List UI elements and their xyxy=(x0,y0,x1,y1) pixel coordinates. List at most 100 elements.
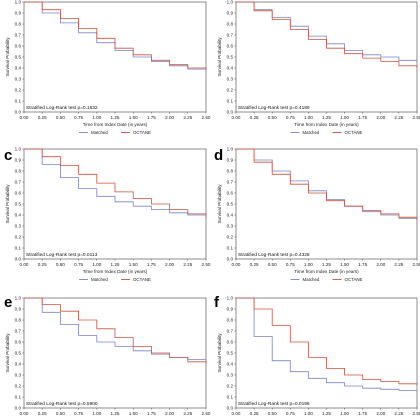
series-line-octane xyxy=(236,1,418,68)
x-tick-label: 0.25 xyxy=(250,411,259,416)
y-tick-label: 0.4 xyxy=(15,213,22,218)
series-line-octane xyxy=(236,297,418,386)
y-tick-label: 0.6 xyxy=(227,340,234,345)
y-tick-label: 0.1 xyxy=(227,395,234,400)
x-tick-label: 2.25 xyxy=(183,262,192,267)
y-tick-label: 0.0 xyxy=(15,257,22,262)
x-tick-label: 1.25 xyxy=(322,115,331,120)
y-tick-label: 0.8 xyxy=(227,22,234,27)
x-tick-label: 1.25 xyxy=(111,115,120,120)
y-tick-label: 0.4 xyxy=(227,213,234,218)
x-tick-label: 0.00 xyxy=(20,115,29,120)
x-tick-label: 2.25 xyxy=(183,115,192,120)
x-tick-label: 0.75 xyxy=(286,411,295,416)
x-tick-label: 0.50 xyxy=(56,262,65,267)
x-tick-label: 0.25 xyxy=(38,262,47,267)
legend-label: Matched xyxy=(91,130,108,135)
logrank-annotation: Stratified Log-Rank test p=0.4189 xyxy=(238,105,310,111)
x-tick-label: 2.00 xyxy=(165,262,174,267)
x-tick-label: 0.25 xyxy=(250,115,259,120)
plot-frame xyxy=(23,297,207,409)
legend-label: Matched xyxy=(303,130,320,135)
y-tick-label: 0.0 xyxy=(227,110,234,115)
y-tick-label: 0.5 xyxy=(227,202,234,207)
legend-label: OCTANE xyxy=(133,130,151,135)
panel-b: 0.00 0.25 0.50 0.75 1.00 1.25 1.50 1.75 2.00 2.25… xyxy=(217,0,420,135)
y-tick-label: 0.0 xyxy=(227,257,234,262)
y-tick-label: 0.2 xyxy=(15,88,22,93)
x-tick-label: 1.50 xyxy=(129,411,138,416)
y-tick-label: 0.1 xyxy=(227,99,234,104)
y-tick-label: 0.6 xyxy=(227,191,234,196)
y-axis-title: Survival Probability xyxy=(217,37,222,77)
y-axis-title: Survival Probability xyxy=(5,37,10,77)
y-tick-label: 0.8 xyxy=(227,318,234,323)
x-tick-label: 0.75 xyxy=(286,262,295,267)
y-tick-label: 1.0 xyxy=(15,0,22,5)
y-tick-label: 0.0 xyxy=(227,406,234,411)
y-tick-label: 0.8 xyxy=(227,169,234,174)
y-tick-label: 0.7 xyxy=(15,33,22,38)
y-tick-label: 0.4 xyxy=(15,362,22,367)
y-tick-label: 0.8 xyxy=(15,169,22,174)
series-line-octane xyxy=(24,1,207,71)
y-axis-title: Survival Probability xyxy=(5,333,10,373)
y-tick-label: 0.2 xyxy=(227,384,234,389)
y-tick-label: 1.0 xyxy=(15,147,22,152)
plot-frame xyxy=(23,1,207,113)
panel-letter: e xyxy=(4,294,12,311)
x-tick-label: 1.25 xyxy=(322,411,331,416)
x-tick-label: 1.50 xyxy=(340,411,349,416)
x-tick-label: 2.00 xyxy=(165,411,174,416)
y-tick-label: 0.2 xyxy=(227,235,234,240)
series-line-matched xyxy=(24,1,207,73)
panel-f: f 0.00 0.25 0.50 0.75 1.00 1.25 1.50 1.75 2.00 2.2… xyxy=(214,294,420,416)
y-tick-label: 0.7 xyxy=(227,33,234,38)
y-tick-label: 0.7 xyxy=(227,329,234,334)
x-tick-label: 1.00 xyxy=(304,262,313,267)
y-tick-label: 0.4 xyxy=(15,66,22,71)
legend-label: OCTANE xyxy=(345,277,363,282)
logrank-annotation: Stratified Log-Rank test p=0.5900 xyxy=(26,401,98,407)
y-axis-title: Survival Probability xyxy=(5,184,10,224)
y-tick-label: 0.6 xyxy=(15,340,22,345)
x-tick-label: 1.75 xyxy=(147,115,156,120)
x-tick-label: 0.25 xyxy=(250,262,259,267)
x-axis-title: Time from Index Date (in years) xyxy=(83,122,148,127)
logrank-annotation: Stratified Log-Rank test p=0.1532 xyxy=(26,105,98,111)
x-tick-label: 2.00 xyxy=(376,411,385,416)
x-tick-label: 0.50 xyxy=(56,411,65,416)
x-tick-label: 0.75 xyxy=(74,115,83,120)
series-line-matched xyxy=(24,148,207,219)
logrank-annotation: Stratified Log-Rank test p=0.4328 xyxy=(238,252,310,258)
y-tick-label: 0.3 xyxy=(15,224,22,229)
series-line-matched xyxy=(236,297,418,392)
x-tick-label: 2.50 xyxy=(413,115,420,120)
series-line-octane xyxy=(236,148,418,221)
panel-letter: d xyxy=(214,147,223,164)
x-tick-label: 1.00 xyxy=(92,262,101,267)
series-line-octane xyxy=(24,297,207,364)
x-tick-label: 2.25 xyxy=(394,115,403,120)
y-tick-label: 0.3 xyxy=(227,77,234,82)
y-tick-label: 0.5 xyxy=(15,202,22,207)
panel-letter: c xyxy=(4,147,12,164)
y-tick-label: 0.6 xyxy=(227,44,234,49)
x-tick-label: 0.00 xyxy=(20,262,29,267)
y-tick-label: 0.6 xyxy=(15,191,22,196)
x-tick-label: 0.50 xyxy=(268,115,277,120)
x-tick-label: 1.75 xyxy=(147,411,156,416)
x-tick-label: 0.50 xyxy=(268,262,277,267)
y-axis-title: Survival Probability xyxy=(217,184,222,224)
y-tick-label: 0.5 xyxy=(227,55,234,60)
y-tick-label: 0.5 xyxy=(227,351,234,356)
y-tick-label: 1.0 xyxy=(227,296,234,301)
plot-frame xyxy=(235,148,418,260)
panel-letter: f xyxy=(214,294,220,311)
x-tick-label: 0.00 xyxy=(232,262,241,267)
legend-label: Matched xyxy=(303,277,320,282)
y-tick-label: 0.2 xyxy=(227,88,234,93)
series-line-matched xyxy=(236,148,418,223)
x-tick-label: 1.50 xyxy=(129,262,138,267)
